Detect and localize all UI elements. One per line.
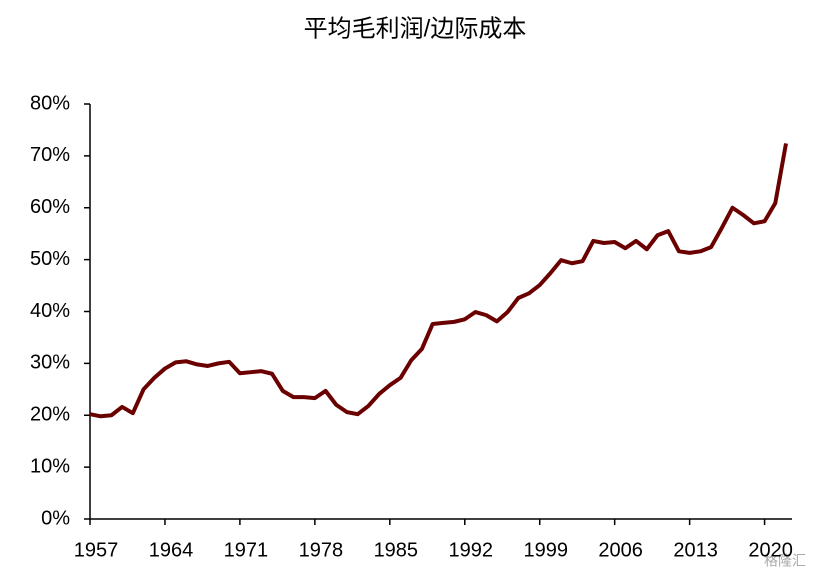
data-line [89,143,788,419]
y-tick-label: 60% [30,196,70,218]
y-tick-label: 0% [41,507,70,529]
x-tick-label: 2006 [598,539,643,561]
x-tick-label: 1978 [299,539,344,561]
y-tick-label: 50% [30,248,70,270]
watermark: 格隆汇 [764,553,806,569]
y-tick-label: 30% [30,352,70,374]
y-tick-label: 20% [30,404,70,426]
x-tick-label: 1999 [523,539,568,561]
y-tick-label: 70% [30,144,70,166]
x-tick-label: 2013 [673,539,718,561]
y-tick-label: 80% [30,92,70,114]
chart-title: 平均毛利润/边际成本 [304,15,527,42]
y-tick-label: 10% [30,455,70,477]
x-tick-label: 1957 [74,539,119,561]
x-tick-label: 2020 [748,539,793,561]
x-tick-label: 1964 [149,539,194,561]
x-tick-label: 1985 [374,539,419,561]
x-tick-label: 1992 [449,539,494,561]
y-tick-label: 40% [30,300,70,322]
x-tick-label: 1971 [224,539,269,561]
